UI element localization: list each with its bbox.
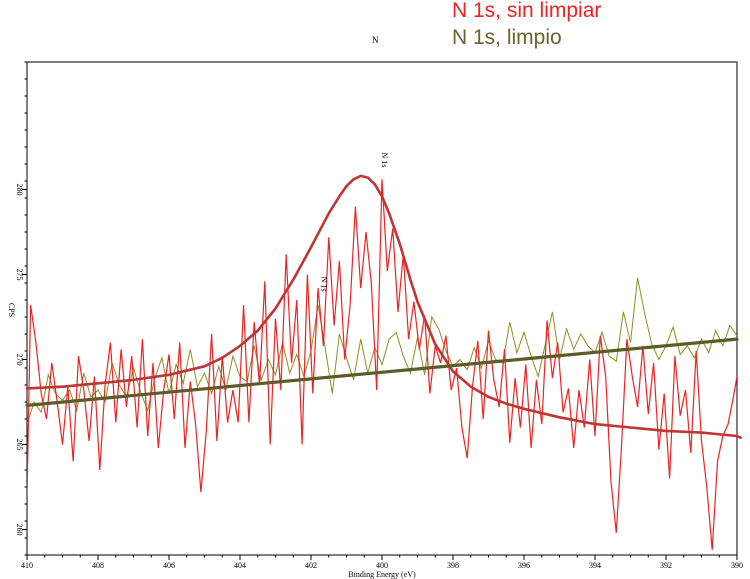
y-tick-label: 270 [15, 354, 24, 366]
legend-entry-clean: N 1s, limpio [452, 26, 562, 49]
fit-curves-group [25, 174, 742, 440]
x-tick-label: 398 [447, 561, 459, 570]
x-tick-label: 390 [731, 561, 743, 570]
x-tick-label: 404 [234, 561, 246, 570]
x-tick-label: 410 [21, 561, 33, 570]
x-tick-label: 396 [518, 561, 530, 570]
chart-frame-group [26, 61, 738, 556]
annotations-group: N 1s N 1s [320, 153, 389, 292]
x-tick-label: 406 [163, 561, 175, 570]
x-tick-label: 408 [92, 561, 104, 570]
series-group [27, 179, 737, 550]
legend-marker-label: N [372, 35, 379, 45]
x-tick-label: 402 [305, 561, 317, 570]
y-tick-label: 265 [15, 439, 24, 451]
series-clean-line [27, 277, 737, 425]
ticks-group: 410 408 406 404 402 400 398 396 394 392 390 260 265 2… [15, 61, 743, 570]
y-axis-label: CPS [7, 303, 16, 317]
x-axis-label: Binding Energy (eV) [348, 570, 416, 579]
y-tick-label: 280 [15, 184, 24, 196]
y-tick-label: 260 [15, 524, 24, 536]
series-raw-line [27, 179, 737, 550]
x-tick-label: 392 [660, 561, 672, 570]
x-tick-label: 400 [376, 561, 388, 570]
y-tick-label: 275 [15, 269, 24, 281]
background-fit-line [25, 337, 739, 407]
peak-fit-curve [25, 174, 742, 440]
legend-entry-raw: N 1s, sin limpiar [452, 0, 602, 22]
peak-annotation: N 1s [320, 277, 329, 292]
peak-annotation: N 1s [380, 153, 389, 168]
plot-frame [26, 61, 738, 556]
x-tick-label: 394 [589, 561, 601, 570]
